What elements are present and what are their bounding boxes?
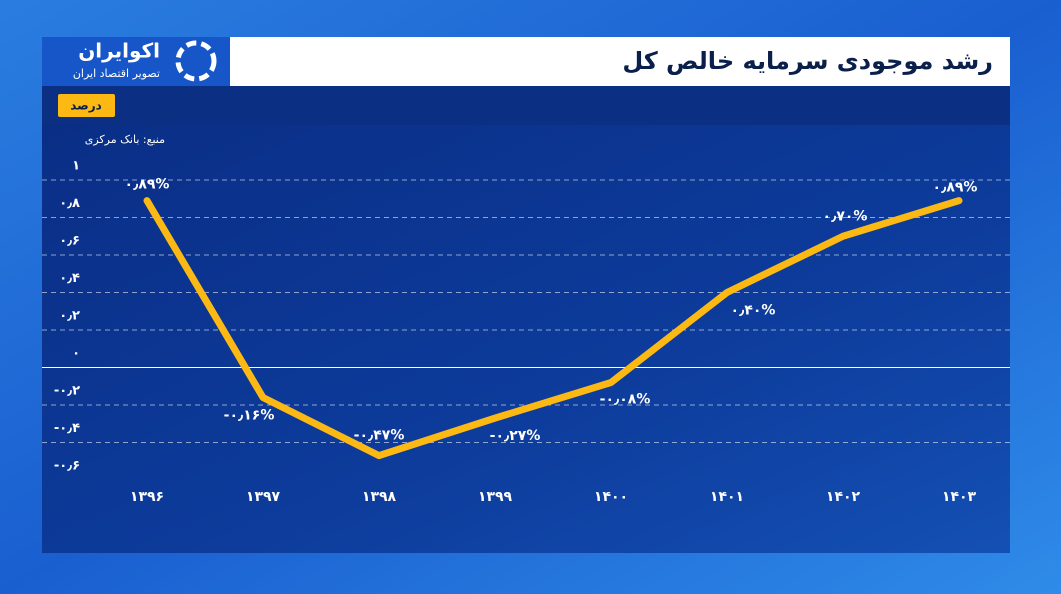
data-label: ۰٫۸۹% (125, 177, 170, 193)
x-tick-label: ۱۳۹۶ (130, 489, 164, 505)
chart-title: رشد موجودی سرمایه خالص کل (622, 47, 993, 75)
plot-panel (42, 125, 1010, 553)
y-tick-label: -۰٫۲ (54, 384, 80, 399)
x-tick-label: ۱۳۹۸ (362, 489, 397, 505)
x-tick-label: ۱۴۰۳ (942, 489, 977, 505)
unit-badge (58, 94, 115, 117)
data-label: ۰٫۸۹% (933, 180, 978, 196)
data-label: -۰٫۲۷% (490, 428, 541, 444)
y-tick-label: ۰٫۴ (59, 271, 80, 286)
y-tick-label: ۱ (72, 159, 80, 174)
data-label: -۰٫۱۶% (224, 408, 275, 424)
y-tick-label: ۰٫۸ (59, 196, 80, 211)
x-tick-label: ۱۳۹۹ (478, 489, 513, 505)
y-tick-label: -۰٫۶ (54, 459, 80, 474)
brand-name: اکوایران (78, 39, 160, 63)
y-tick-label: ۰ (72, 346, 80, 361)
y-tick-label: -۰٫۴ (54, 421, 80, 436)
logo-box (42, 37, 230, 86)
y-axis-label: درصد (70, 99, 102, 113)
x-tick-label: ۱۴۰۲ (826, 489, 861, 505)
x-tick-label: ۱۴۰۱ (710, 489, 744, 505)
y-tick-label: ۰٫۲ (59, 309, 80, 324)
data-label: ۰٫۷۰% (823, 208, 868, 224)
source: منبع: بانک مرکزی (85, 133, 165, 146)
y-tick-label: ۰٫۶ (59, 234, 80, 249)
data-label: ۰٫۴۰% (731, 303, 776, 319)
data-label: -۰٫۴۷% (354, 428, 405, 444)
data-label: -۰٫۰۸% (600, 392, 651, 408)
logo-icon (175, 40, 217, 82)
unit-band (42, 86, 1010, 125)
x-tick-label: ۱۳۹۷ (246, 489, 281, 505)
data-line (143, 197, 963, 460)
brand-tagline: تصویر اقتصاد ایران (73, 67, 160, 80)
x-tick-label: ۱۴۰۰ (594, 489, 628, 505)
